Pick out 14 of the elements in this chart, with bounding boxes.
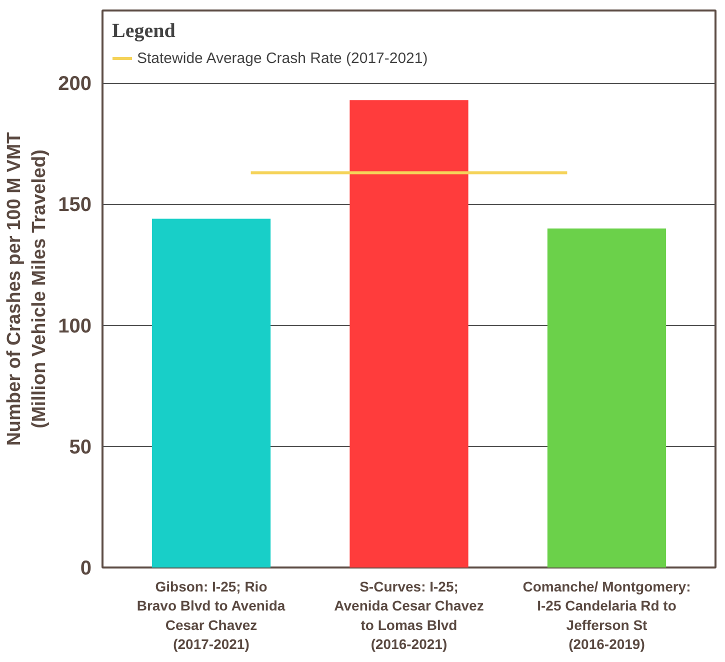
y-tick-label: 0 <box>80 558 92 580</box>
bar <box>152 218 271 568</box>
y-tick-label: 200 <box>58 73 92 96</box>
y-axis-title: Number of Crashes per 100 M VMT (Million Vehicle Miles Traveled) <box>4 132 50 446</box>
legend-title: Legend <box>112 20 176 43</box>
x-tick-label: S-Curves: I-25; Avenida Cesar Chavez to Lomas Blvd (2016-2021) <box>334 578 484 652</box>
x-tick-label: Comanche/ Montgomery: I-25 Candelaria Rd to Jefferson St (2016-2019) <box>522 578 691 652</box>
y-tick-label: 150 <box>58 194 92 216</box>
y-tick-label: 100 <box>58 315 92 338</box>
bar <box>547 228 666 568</box>
bar <box>350 100 468 568</box>
y-tick-label: 50 <box>69 436 92 458</box>
x-tick-label: Gibson: I-25; Rio Bravo Blvd to Avenida Cesar Chavez (2017-2021) <box>136 578 286 652</box>
legend-label: Statewide Average Crash Rate (2017-2021) <box>137 50 428 66</box>
